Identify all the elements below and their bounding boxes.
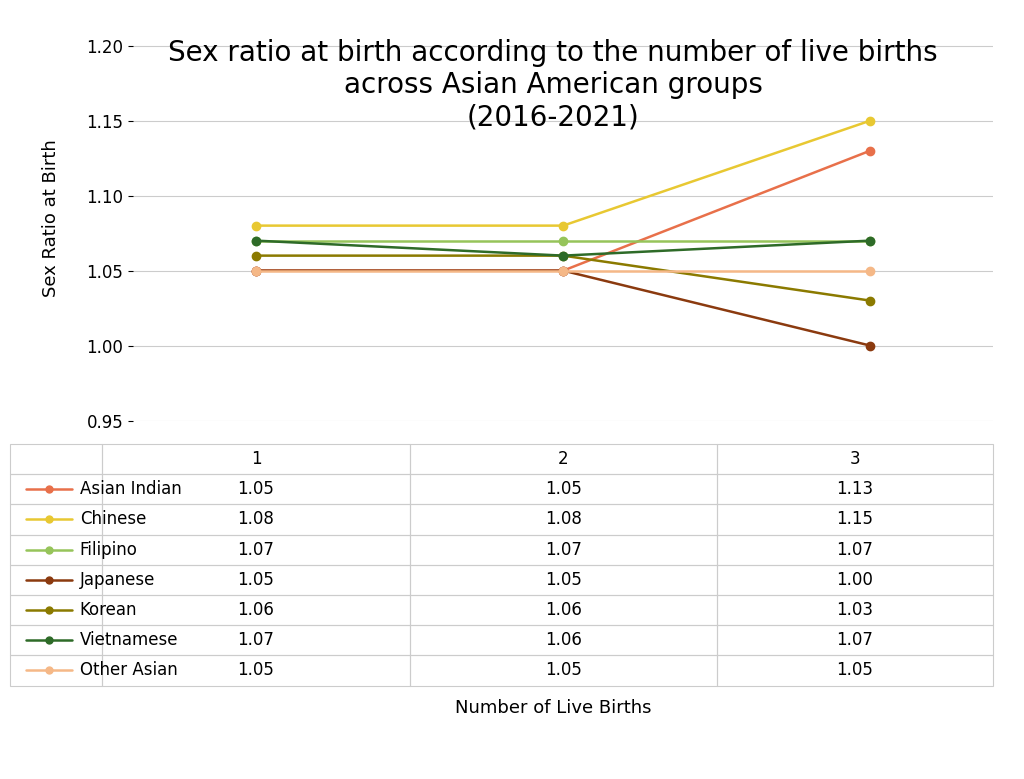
Text: Japanese: Japanese [80,571,156,589]
Text: 1.07: 1.07 [238,631,274,649]
Bar [410,655,717,686]
Bar [717,505,993,534]
Text: 1.05: 1.05 [238,661,274,679]
Bar [102,444,410,474]
Bar [102,474,410,505]
Bar [10,595,102,626]
Text: 1: 1 [251,450,261,468]
Bar [410,505,717,534]
Text: 1.05: 1.05 [238,481,274,499]
Text: 1.05: 1.05 [545,481,582,499]
Bar [717,626,993,655]
Text: Filipino: Filipino [80,541,138,559]
Text: 1.13: 1.13 [837,481,873,499]
Bar [717,655,993,686]
Bar [102,565,410,595]
Text: 1.05: 1.05 [545,661,582,679]
Bar [410,474,717,505]
Y-axis label: Sex Ratio at Birth: Sex Ratio at Birth [42,139,60,297]
Text: Korean: Korean [80,601,137,619]
Bar [410,565,717,595]
Bar [717,444,993,474]
Text: 1.07: 1.07 [545,541,582,559]
Bar [410,444,717,474]
Bar [102,595,410,626]
Text: 1.06: 1.06 [545,631,582,649]
Bar [10,505,102,534]
Text: 1.06: 1.06 [545,601,582,619]
Text: 2: 2 [558,450,568,468]
Bar [10,655,102,686]
Text: 1.07: 1.07 [238,541,274,559]
Bar [717,534,993,565]
Text: Other Asian: Other Asian [80,661,177,679]
Text: Number of Live Births: Number of Live Births [455,699,651,717]
Bar [410,595,717,626]
Text: 1.05: 1.05 [238,571,274,589]
Text: 1.05: 1.05 [837,661,873,679]
Bar [102,626,410,655]
Text: Asian Indian: Asian Indian [80,481,181,499]
Text: 1.07: 1.07 [837,631,873,649]
Bar [102,505,410,534]
Bar [717,474,993,505]
Text: Sex ratio at birth according to the number of live births
across Asian American : Sex ratio at birth according to the numb… [168,39,938,132]
Bar [410,534,717,565]
Text: 1.07: 1.07 [837,541,873,559]
Bar [10,444,102,474]
Bar [10,626,102,655]
Bar [102,655,410,686]
Bar [410,626,717,655]
Bar [10,565,102,595]
Text: 1.08: 1.08 [238,510,274,528]
Bar [717,595,993,626]
Bar [10,474,102,505]
Text: 1.15: 1.15 [837,510,873,528]
Text: Chinese: Chinese [80,510,146,528]
Text: Vietnamese: Vietnamese [80,631,178,649]
Text: 1.08: 1.08 [545,510,582,528]
Bar [10,534,102,565]
Text: 1.06: 1.06 [238,601,274,619]
Bar [717,565,993,595]
Bar [102,534,410,565]
Text: 1.05: 1.05 [545,571,582,589]
Text: 3: 3 [850,450,860,468]
Text: 1.03: 1.03 [837,601,873,619]
Text: 1.00: 1.00 [837,571,873,589]
